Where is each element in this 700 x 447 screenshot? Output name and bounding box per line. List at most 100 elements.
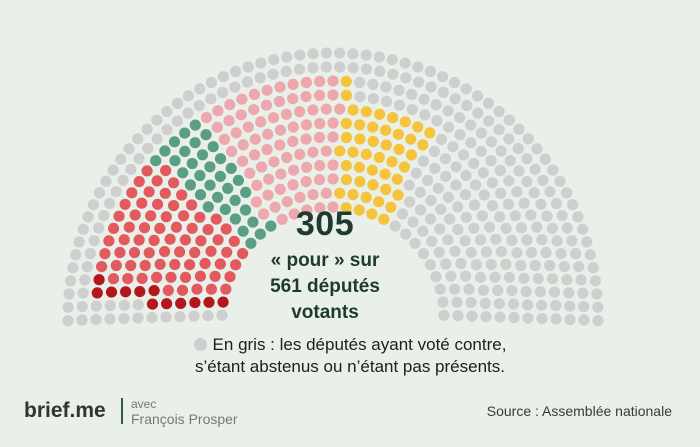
seat-gray — [475, 145, 487, 157]
seat-gray — [573, 261, 585, 273]
seat — [268, 156, 280, 168]
brand-logo: brief.me — [24, 399, 106, 422]
seat-gray — [493, 298, 505, 310]
seat-gray — [563, 287, 575, 299]
seat-gray — [515, 259, 527, 272]
seat-gray — [132, 312, 144, 324]
seat — [209, 270, 221, 282]
seat-gray — [217, 71, 229, 83]
seat-gray — [544, 186, 556, 198]
seat — [123, 221, 135, 233]
seat — [161, 298, 173, 310]
seat — [314, 160, 326, 172]
seat — [366, 164, 378, 176]
seat — [189, 297, 201, 309]
seat-gray — [76, 301, 88, 313]
seat — [125, 259, 137, 272]
seat-gray — [521, 176, 533, 188]
seat-gray — [500, 258, 512, 270]
seat — [334, 187, 346, 199]
seat — [412, 121, 424, 133]
seat-gray — [367, 93, 379, 105]
seat — [230, 127, 242, 139]
seat — [179, 234, 191, 246]
seat-gray — [115, 153, 127, 165]
seat-gray — [118, 299, 130, 311]
seat — [200, 129, 212, 141]
seat — [212, 234, 224, 246]
seat-gray — [536, 313, 548, 325]
seat — [294, 106, 306, 118]
seat-gray — [537, 174, 549, 186]
seat-gray — [534, 286, 547, 298]
seat — [327, 75, 339, 87]
seat-gray — [477, 284, 490, 296]
seat — [340, 75, 352, 87]
seat — [169, 155, 181, 167]
seat — [340, 202, 352, 214]
seat — [205, 245, 217, 257]
seat — [424, 127, 436, 139]
seat-gray — [255, 57, 267, 69]
seat — [154, 222, 166, 234]
seat — [223, 115, 235, 127]
seat-gray — [460, 211, 472, 223]
seat — [300, 133, 312, 145]
seat-gray — [589, 275, 602, 287]
seat-gray — [160, 311, 172, 323]
seat — [224, 271, 236, 283]
seat — [245, 237, 257, 249]
seat-gray — [466, 310, 478, 322]
seat-gray — [62, 301, 74, 313]
seat-gray — [495, 187, 507, 199]
seat — [237, 248, 249, 260]
seat-gray — [554, 175, 566, 187]
seat — [378, 213, 390, 225]
seat — [113, 210, 125, 222]
seat — [139, 259, 151, 272]
seat-gray — [506, 234, 518, 246]
seat-gray — [494, 311, 506, 323]
seat — [168, 136, 181, 148]
seat — [327, 201, 339, 213]
seat — [159, 145, 171, 157]
seat-gray — [132, 133, 144, 145]
seat — [360, 191, 372, 203]
seat — [307, 146, 319, 158]
seat-gray — [93, 187, 105, 199]
seat — [194, 169, 206, 182]
seat-gray — [205, 76, 217, 89]
seat-gray — [188, 310, 200, 322]
seat-gray — [386, 54, 398, 66]
seat-gray — [522, 299, 534, 311]
seat — [178, 210, 190, 222]
seat — [267, 112, 279, 124]
seat-gray — [424, 259, 436, 271]
seat-gray — [591, 288, 603, 300]
seat-gray — [506, 285, 518, 297]
seat-gray — [217, 86, 229, 99]
seat — [307, 104, 319, 116]
seat — [392, 128, 404, 140]
seat-gray — [468, 199, 480, 211]
seat — [386, 156, 398, 168]
seat-gray — [474, 271, 487, 283]
seat — [229, 213, 241, 225]
seat-gray — [67, 262, 79, 274]
seat-gray — [451, 296, 463, 308]
seat-gray — [478, 189, 490, 201]
seat-gray — [438, 309, 450, 321]
legend-note-text-1: En gris : les députés ayant voté contre, — [212, 335, 507, 354]
seat-gray — [455, 257, 467, 270]
seat-gray — [412, 61, 424, 73]
seat-gray — [410, 167, 422, 179]
seat-gray — [457, 149, 470, 161]
seat — [366, 208, 378, 220]
seat — [251, 179, 263, 191]
seat-gray — [307, 48, 319, 60]
seat — [220, 283, 232, 295]
seat — [398, 161, 410, 173]
seat-gray — [428, 145, 440, 157]
seat — [194, 189, 207, 201]
